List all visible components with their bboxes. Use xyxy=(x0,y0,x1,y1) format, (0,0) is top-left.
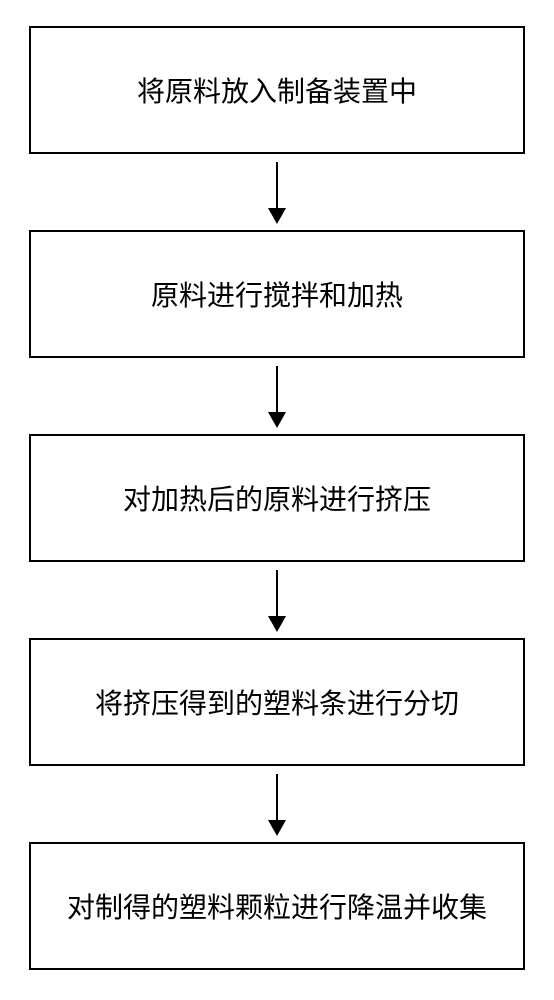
flowchart-step: 对制得的塑料颗粒进行降温并收集 xyxy=(29,842,525,970)
flowchart-step: 对加热后的原料进行挤压 xyxy=(29,434,525,562)
arrow-down-icon xyxy=(276,162,278,222)
step-label: 将原料放入制备装置中 xyxy=(137,70,417,110)
arrow-container xyxy=(29,154,525,230)
arrow-container xyxy=(29,562,525,638)
step-label: 对加热后的原料进行挤压 xyxy=(123,478,431,518)
flowchart-step: 将原料放入制备装置中 xyxy=(29,26,525,154)
arrow-down-icon xyxy=(276,570,278,630)
step-label: 原料进行搅拌和加热 xyxy=(151,274,403,314)
step-label: 将挤压得到的塑料条进行分切 xyxy=(95,682,459,722)
flowchart-container: 将原料放入制备装置中 原料进行搅拌和加热 对加热后的原料进行挤压 将挤压得到的塑… xyxy=(29,26,525,970)
arrow-container xyxy=(29,358,525,434)
flowchart-step: 原料进行搅拌和加热 xyxy=(29,230,525,358)
arrow-container xyxy=(29,766,525,842)
arrow-down-icon xyxy=(276,774,278,834)
flowchart-step: 将挤压得到的塑料条进行分切 xyxy=(29,638,525,766)
step-label: 对制得的塑料颗粒进行降温并收集 xyxy=(67,886,487,926)
arrow-down-icon xyxy=(276,366,278,426)
